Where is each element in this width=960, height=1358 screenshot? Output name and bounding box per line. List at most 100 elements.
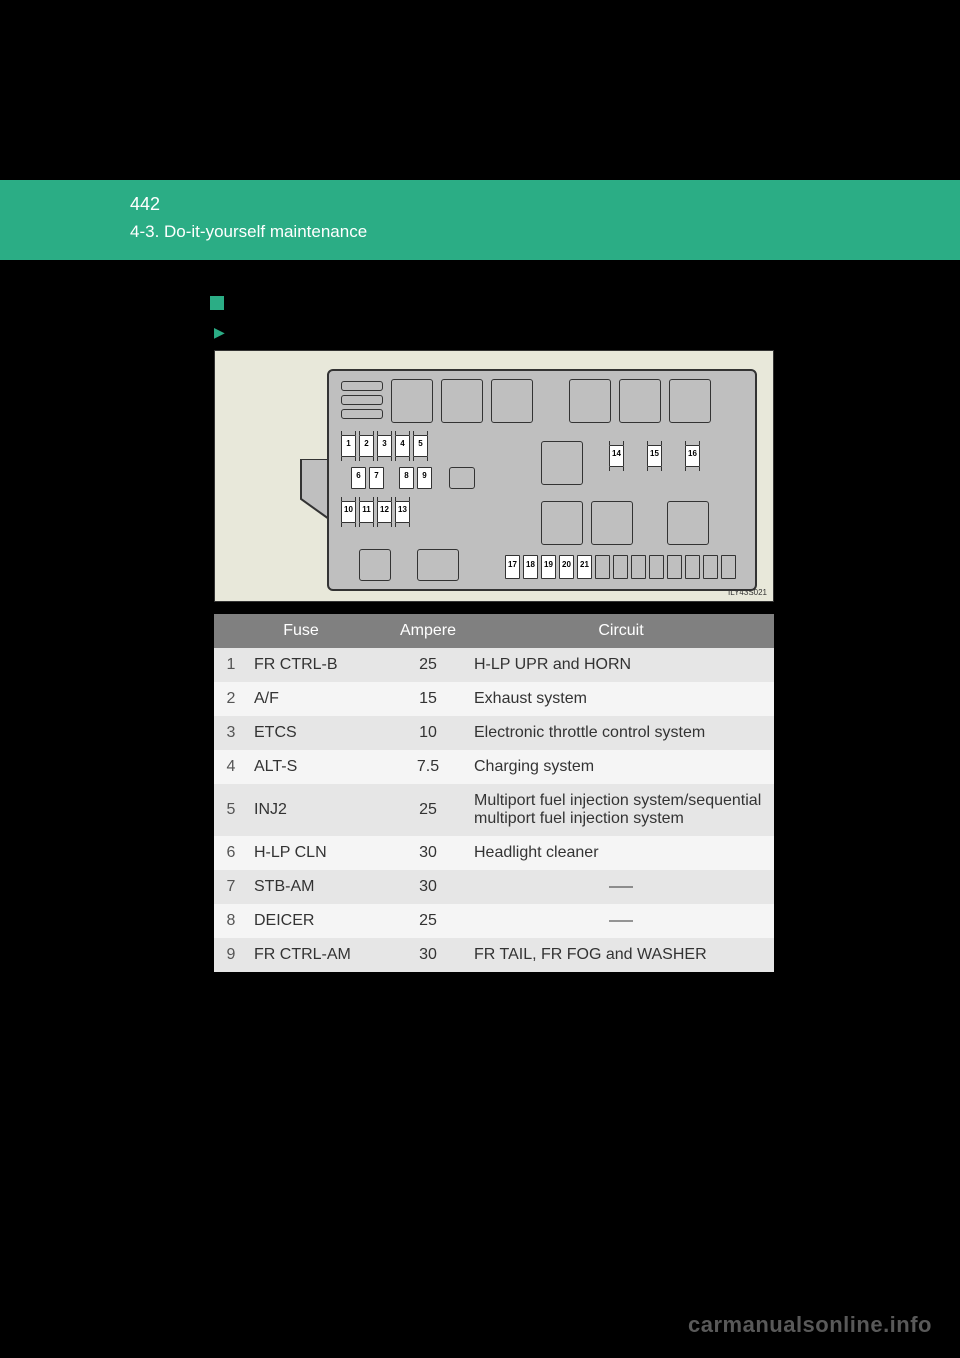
cell-name: DEICER — [248, 904, 388, 938]
fuse-slot-12: 12 — [377, 501, 392, 523]
cell-circuit: H-LP UPR and HORN — [468, 648, 774, 682]
relay-block — [669, 379, 711, 423]
cell-circuit: Charging system — [468, 750, 774, 784]
relay-block — [541, 501, 583, 545]
fuse-slot-8: 8 — [399, 467, 414, 489]
fuse-slot-label: 16 — [686, 449, 699, 458]
relay-small — [449, 467, 475, 489]
fuse-bracket — [341, 457, 356, 461]
relay-block — [359, 549, 391, 581]
table-row: 7 STB-AM 30 ⎯⎯⎯ — [214, 870, 774, 904]
fuse-slot-blank — [667, 555, 682, 579]
cell-amp: 25 — [388, 648, 468, 682]
fuse-slot-label: 9 — [418, 471, 431, 480]
cell-amp: 30 — [388, 836, 468, 870]
fuse-slot-label: 11 — [360, 505, 373, 514]
fuse-slot-blank — [649, 555, 664, 579]
table-row: 4 ALT-S 7.5 Charging system — [214, 750, 774, 784]
cell-idx: 9 — [214, 938, 248, 972]
cell-name: A/F — [248, 682, 388, 716]
cell-name: FR CTRL-AM — [248, 938, 388, 972]
header-band — [0, 180, 960, 260]
col-ampere: Ampere — [388, 614, 468, 648]
fuse-slot-label: 2 — [360, 439, 373, 448]
relay-block — [619, 379, 661, 423]
cell-amp: 25 — [388, 904, 468, 938]
fuse-slot-blank — [631, 555, 646, 579]
fuse-slot-13: 13 — [395, 501, 410, 523]
cell-circuit: ⎯⎯⎯ — [468, 904, 774, 938]
cell-idx: 8 — [214, 904, 248, 938]
fuse-slot-blank — [595, 555, 610, 579]
cell-amp: 10 — [388, 716, 468, 750]
cell-name: ALT-S — [248, 750, 388, 784]
cell-amp: 30 — [388, 870, 468, 904]
heading-engine-compartment: Engine compartment (type A fuse box) — [234, 320, 539, 341]
fuse-slot-blank — [613, 555, 628, 579]
fuse-bracket — [647, 467, 662, 471]
fuse-box-diagram: 1 2 3 4 5 6 7 8 9 — [214, 350, 774, 602]
fuse-bracket — [359, 523, 374, 527]
fusebox-body: 1 2 3 4 5 6 7 8 9 — [327, 369, 757, 591]
relay-block — [667, 501, 709, 545]
footer-url: carmanualsonline.info — [688, 1312, 932, 1338]
fuse-slot-9: 9 — [417, 467, 432, 489]
cell-circuit: FR TAIL, FR FOG and WASHER — [468, 938, 774, 972]
cell-idx: 3 — [214, 716, 248, 750]
fuse-slot-17: 17 — [505, 555, 520, 579]
fuse-bracket — [377, 457, 392, 461]
fuse-slot-label: 17 — [506, 560, 519, 569]
fuse-slot-label: 3 — [378, 439, 391, 448]
fuse-slot-label: 19 — [542, 560, 555, 569]
heading-square-icon — [210, 296, 224, 310]
fuse-slot-2: 2 — [359, 435, 374, 457]
fuse-slot-blank — [703, 555, 718, 579]
diagram-code: ILY43S021 — [728, 588, 767, 597]
cell-name: STB-AM — [248, 870, 388, 904]
fuse-slot-4: 4 — [395, 435, 410, 457]
fuse-slot-16: 16 — [685, 445, 700, 467]
cell-name: ETCS — [248, 716, 388, 750]
fuse-slot-label: 15 — [648, 449, 661, 458]
col-fuse: Fuse — [214, 614, 388, 648]
cell-idx: 7 — [214, 870, 248, 904]
fuse-slot-label: 10 — [342, 505, 355, 514]
page-container: 442 4-3. Do-it-yourself maintenance Fuse… — [0, 0, 960, 1358]
fuse-slot-3: 3 — [377, 435, 392, 457]
table-row: 8 DEICER 25 ⎯⎯⎯ — [214, 904, 774, 938]
cell-name: H-LP CLN — [248, 836, 388, 870]
fuse-bracket — [609, 467, 624, 471]
fuse-slot-label: 7 — [370, 471, 383, 480]
cell-idx: 6 — [214, 836, 248, 870]
cell-circuit: Headlight cleaner — [468, 836, 774, 870]
relay-block — [441, 379, 483, 423]
fuse-slot-20: 20 — [559, 555, 574, 579]
relay-block — [417, 549, 459, 581]
cell-amp: 15 — [388, 682, 468, 716]
fuse-table: Fuse Ampere Circuit 1 FR CTRL-B 25 H-LP … — [214, 614, 774, 972]
relay-bar — [341, 409, 383, 419]
fusebox-notch — [297, 459, 329, 519]
fuse-slot-label: 8 — [400, 471, 413, 480]
fuse-slot-label: 1 — [342, 439, 355, 448]
fuse-slot-1: 1 — [341, 435, 356, 457]
table-row: 6 H-LP CLN 30 Headlight cleaner — [214, 836, 774, 870]
cell-amp: 30 — [388, 938, 468, 972]
fuse-slot-label: 20 — [560, 560, 573, 569]
fuse-bracket — [413, 457, 428, 461]
fuse-slot-blank — [721, 555, 736, 579]
fuse-slot-21: 21 — [577, 555, 592, 579]
fuse-slot-11: 11 — [359, 501, 374, 523]
fusebox-outline: 1 2 3 4 5 6 7 8 9 — [297, 369, 757, 591]
fuse-bracket — [395, 457, 410, 461]
relay-block — [391, 379, 433, 423]
fuse-bracket — [341, 523, 356, 527]
table-header-row: Fuse Ampere Circuit — [214, 614, 774, 648]
fuse-slot-19: 19 — [541, 555, 556, 579]
fuse-slot-5: 5 — [413, 435, 428, 457]
relay-bar — [341, 395, 383, 405]
cell-circuit: Exhaust system — [468, 682, 774, 716]
cell-circuit: Multiport fuel injection system/sequenti… — [468, 784, 774, 836]
cell-amp: 7.5 — [388, 750, 468, 784]
col-circuit: Circuit — [468, 614, 774, 648]
